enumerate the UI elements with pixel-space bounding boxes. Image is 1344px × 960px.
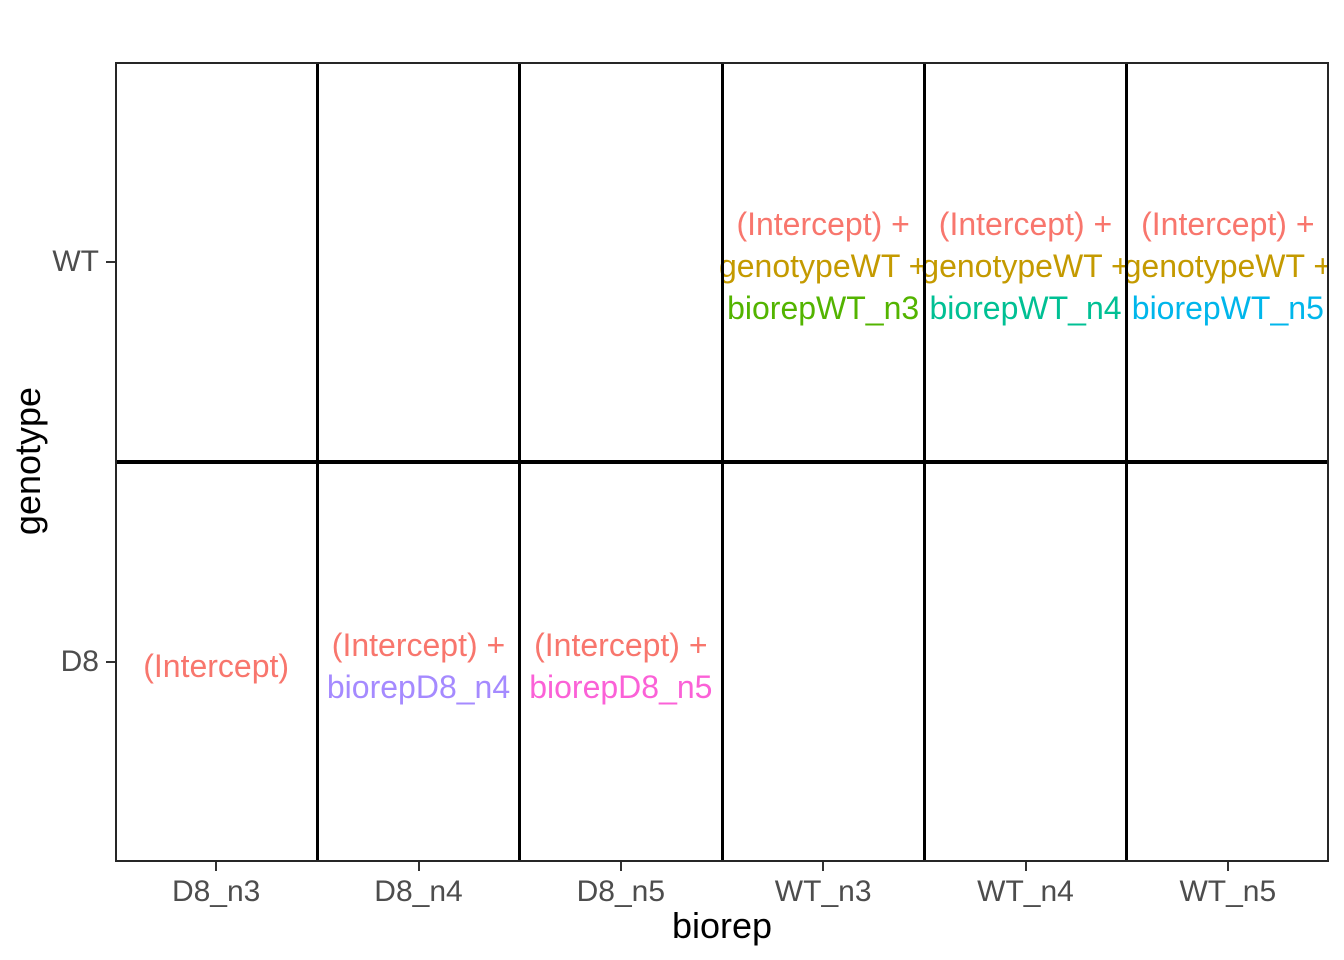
- cell-terms-WT-WT_n5: (Intercept) + genotypeWT + biorepWT_n5: [1124, 203, 1329, 329]
- model-term-label: biorepWT_n4: [929, 290, 1122, 326]
- model-term-label: biorepD8_n5: [529, 669, 713, 705]
- model-term-label: (Intercept): [143, 648, 290, 684]
- model-term-label: (Intercept) +: [331, 627, 506, 663]
- x-axis-tick: [822, 862, 825, 871]
- model-term-label: biorepWT_n3: [727, 290, 920, 326]
- model-term-label: biorepWT_n5: [1131, 290, 1324, 326]
- x-axis-title: biorep: [671, 905, 773, 946]
- x-axis-tick-label: WT_n4: [977, 875, 1074, 908]
- model-term-label: (Intercept) +: [736, 206, 910, 242]
- x-axis-tick: [1226, 862, 1229, 871]
- x-axis-tick: [417, 862, 420, 871]
- plot-panel: (Intercept) (Intercept) + biorepD8_n4 (Inte…: [115, 62, 1329, 862]
- y-axis-tick: [106, 661, 115, 663]
- model-term-label: (Intercept) +: [938, 206, 1113, 242]
- model-term-label: genotypeWT +: [1123, 248, 1329, 284]
- y-axis-title: genotype: [7, 386, 48, 536]
- x-axis-tick: [619, 862, 622, 871]
- x-axis-tick-label: WT_n3: [774, 875, 872, 908]
- x-axis-tick-label: D8_n5: [576, 875, 666, 908]
- y-axis-tick: [106, 261, 115, 263]
- model-term-label: (Intercept) +: [1141, 206, 1315, 242]
- cell-terms-D8-D8_n3: (Intercept): [143, 645, 289, 687]
- model-term-label: biorepD8_n4: [326, 669, 511, 705]
- cell-terms-D8-D8_n4: (Intercept) + biorepD8_n4: [327, 624, 510, 708]
- x-axis-tick-label: D8_n3: [171, 875, 261, 908]
- cell-divider-horizontal: [115, 460, 1329, 464]
- x-axis-tick: [215, 862, 218, 871]
- model-term-label: genotypeWT +: [718, 248, 928, 284]
- y-axis-tick-label: D8: [60, 645, 99, 678]
- cell-terms-WT-WT_n3: (Intercept) + genotypeWT + biorepWT_n3: [719, 203, 927, 329]
- cell-terms-D8-D8_n5: (Intercept) + biorepD8_n5: [529, 624, 712, 708]
- x-axis-tick-label: WT_n5: [1179, 875, 1277, 908]
- model-term-label: (Intercept) +: [534, 627, 708, 663]
- cell-terms-WT-WT_n4: (Intercept) + genotypeWT + biorepWT_n4: [921, 203, 1129, 329]
- x-axis-tick: [1024, 862, 1027, 871]
- y-axis-tick-label: WT: [52, 245, 99, 278]
- x-axis-tick-label: D8_n4: [374, 875, 463, 908]
- model-term-label: genotypeWT +: [921, 248, 1130, 284]
